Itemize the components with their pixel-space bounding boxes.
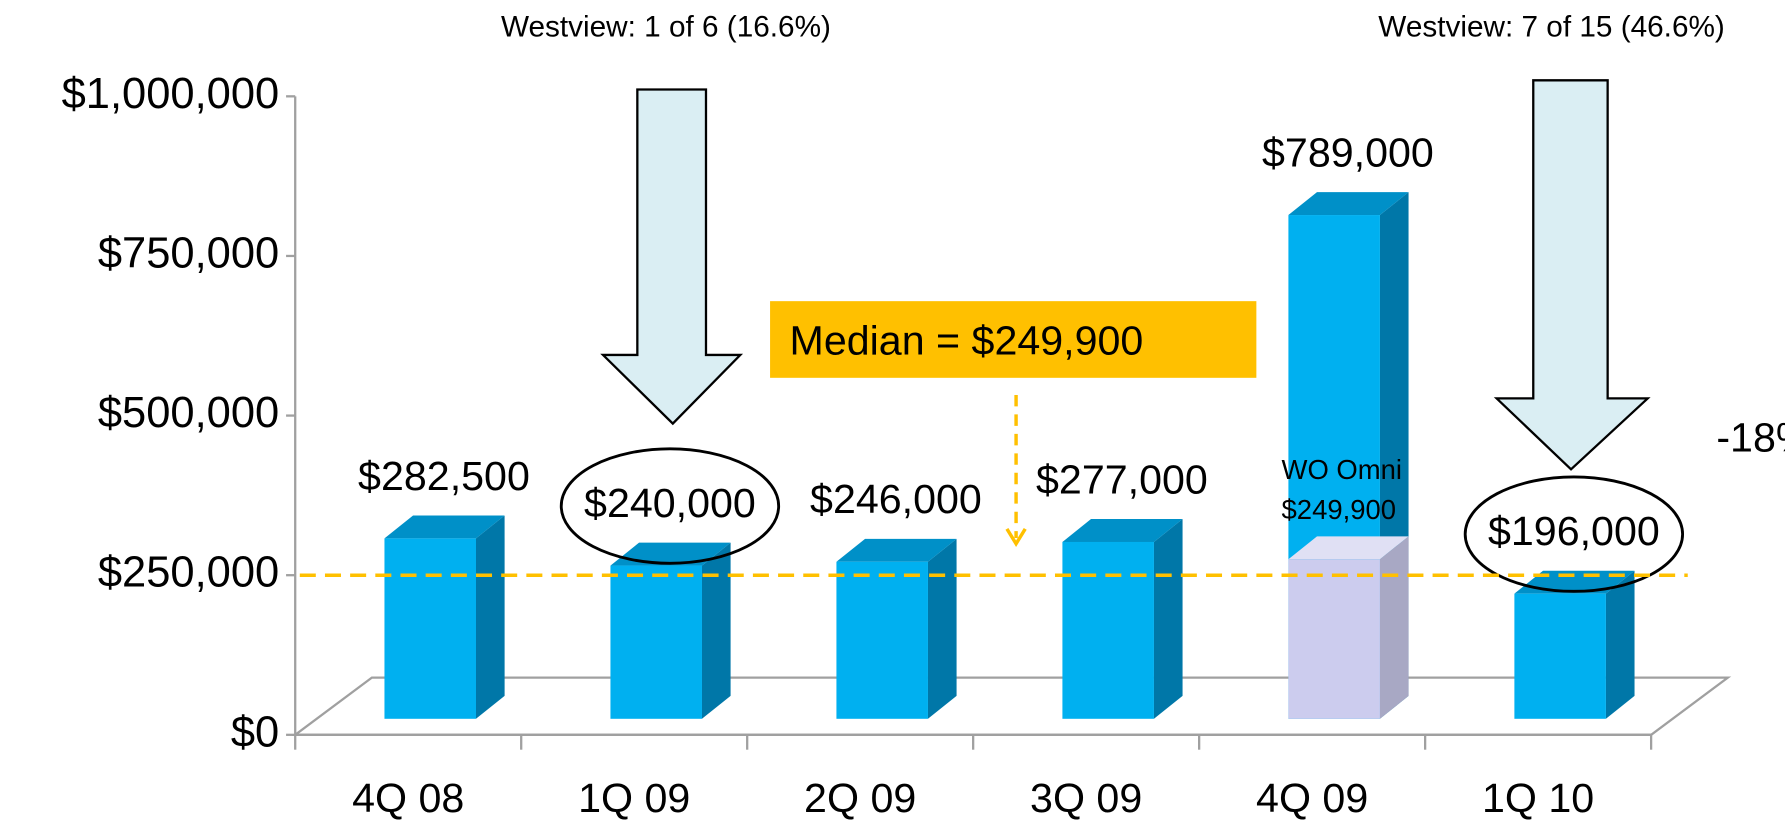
- arrow: [1493, 79, 1651, 471]
- bar-top: [1288, 192, 1409, 216]
- y-tick-label: $1,000,000: [62, 70, 280, 118]
- bar-top: [836, 538, 957, 562]
- value-label: $282,500: [358, 453, 530, 499]
- median-box: [770, 301, 1257, 378]
- bar: [1062, 541, 1154, 719]
- bar-side: [1153, 519, 1183, 719]
- x-tick-label: 4Q 08: [352, 775, 464, 821]
- median-label: Median = $249,900: [790, 317, 1144, 363]
- bar-side: [701, 542, 731, 719]
- bar-top: [384, 515, 505, 539]
- annotation: Westview: 1 of 6 (16.6%): [501, 11, 831, 44]
- bar-side: [1605, 570, 1635, 719]
- overlay-bar-side: [1379, 536, 1409, 719]
- highlight-circle: [559, 447, 781, 565]
- x-tick-label: 1Q 10: [1482, 775, 1594, 821]
- overlay-label: WO Omni: [1282, 454, 1402, 485]
- bar: [836, 561, 928, 719]
- bar-top: [1062, 519, 1183, 542]
- bar-side: [927, 538, 957, 719]
- value-label: $240,000: [584, 480, 756, 526]
- y-tick-label: $750,000: [98, 229, 279, 277]
- arrow: [600, 88, 744, 426]
- floor: [291, 676, 1732, 736]
- x-tick-label: 1Q 09: [578, 775, 690, 821]
- x-tick-label: 2Q 09: [804, 775, 916, 821]
- bars: [384, 192, 1635, 719]
- median-pointer-head: [1005, 527, 1027, 548]
- highlight-circle: [1463, 475, 1685, 593]
- bar-side: [476, 515, 505, 719]
- y-tick-label: $0: [231, 708, 279, 756]
- overlay-bar-top: [1288, 536, 1409, 560]
- overlay-bar: [1288, 559, 1380, 719]
- value-label: $789,000: [1262, 129, 1434, 175]
- bar: [610, 565, 702, 719]
- value-label: $196,000: [1488, 508, 1660, 554]
- y-tick-label: $250,000: [98, 549, 279, 597]
- x-tick-label: 4Q 09: [1256, 775, 1368, 821]
- overlay-value-label: $249,900: [1282, 494, 1397, 525]
- bar: [384, 538, 476, 719]
- y-tick-label: $500,000: [98, 389, 279, 437]
- annotation: Westview: 7 of 15 (46.6%): [1378, 11, 1725, 44]
- annotation: -18%: [1716, 415, 1785, 461]
- bar: [1514, 593, 1606, 719]
- value-label: $246,000: [810, 476, 982, 522]
- value-label: $277,000: [1036, 456, 1208, 502]
- x-tick-label: 3Q 09: [1030, 775, 1142, 821]
